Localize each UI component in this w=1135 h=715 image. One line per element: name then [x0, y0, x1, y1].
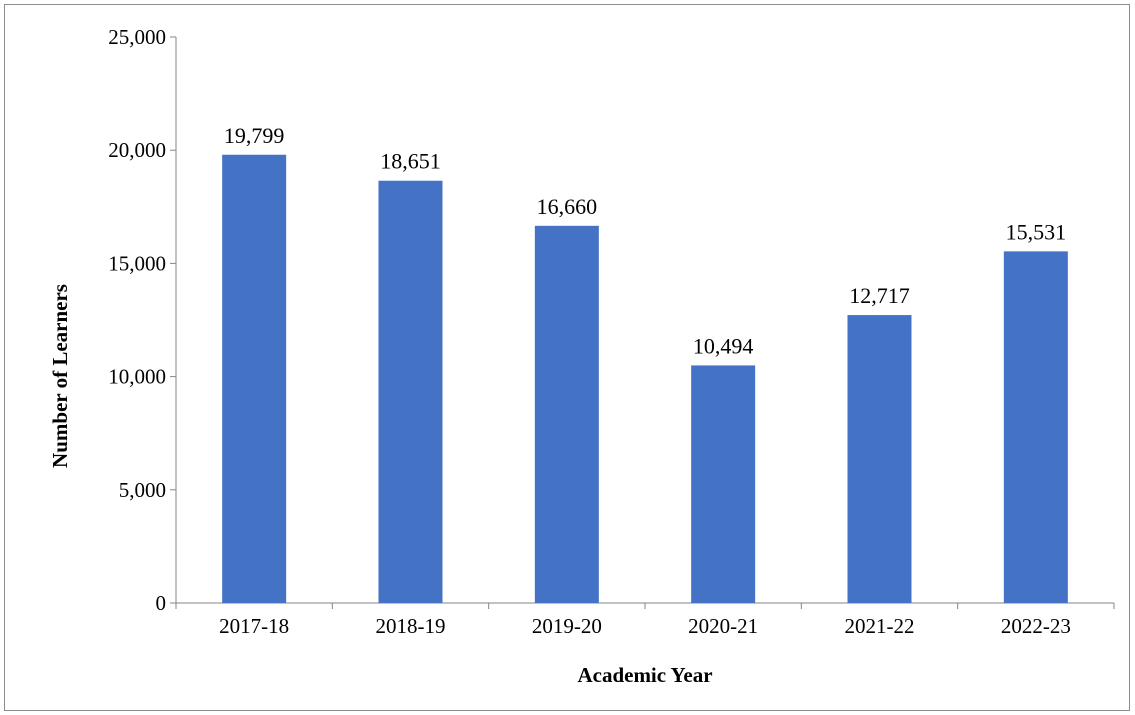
- x-tick-label: 2020-21: [688, 614, 758, 638]
- y-tick-label: 15,000: [108, 251, 166, 275]
- bars: [222, 154, 1068, 603]
- y-axis: 0 5,000 10,000 15,000 20,000 25,000: [108, 25, 177, 615]
- y-tick-label: 25,000: [108, 25, 166, 49]
- data-label-2017-18: 19,799: [224, 123, 285, 148]
- y-tick-label: 0: [156, 591, 167, 615]
- y-tick-label: 5,000: [119, 478, 166, 502]
- bar-2019-20: [534, 225, 599, 603]
- data-label-2020-21: 10,494: [693, 333, 754, 358]
- data-label-2019-20: 16,660: [537, 194, 598, 219]
- y-tick-label: 10,000: [108, 365, 166, 389]
- data-label-2021-22: 12,717: [849, 283, 910, 308]
- x-tick-label: 2019-20: [532, 614, 602, 638]
- x-axis-title: Academic Year: [577, 663, 712, 687]
- x-tick-label: 2021-22: [845, 614, 915, 638]
- y-tick-label: 20,000: [108, 138, 166, 162]
- bar-2017-18: [222, 154, 287, 603]
- x-tick-label: 2018-19: [376, 614, 446, 638]
- x-tick-label: 2022-23: [1001, 614, 1071, 638]
- bar-2021-22: [847, 315, 912, 603]
- x-tick-label: 2017-18: [219, 614, 289, 638]
- data-labels: 19,799 18,651 16,660 10,494 12,717 15,531: [224, 123, 1066, 359]
- y-axis-title: Number of Learners: [48, 284, 72, 468]
- x-axis: 2017-18 2018-19 2019-20 2020-21 2021-22 2022-…: [175, 602, 1115, 638]
- bar-2018-19: [378, 180, 443, 603]
- bar-2022-23: [1003, 251, 1068, 603]
- bar-2020-21: [691, 365, 756, 603]
- data-label-2022-23: 15,531: [1006, 219, 1067, 244]
- data-label-2018-19: 18,651: [380, 149, 441, 174]
